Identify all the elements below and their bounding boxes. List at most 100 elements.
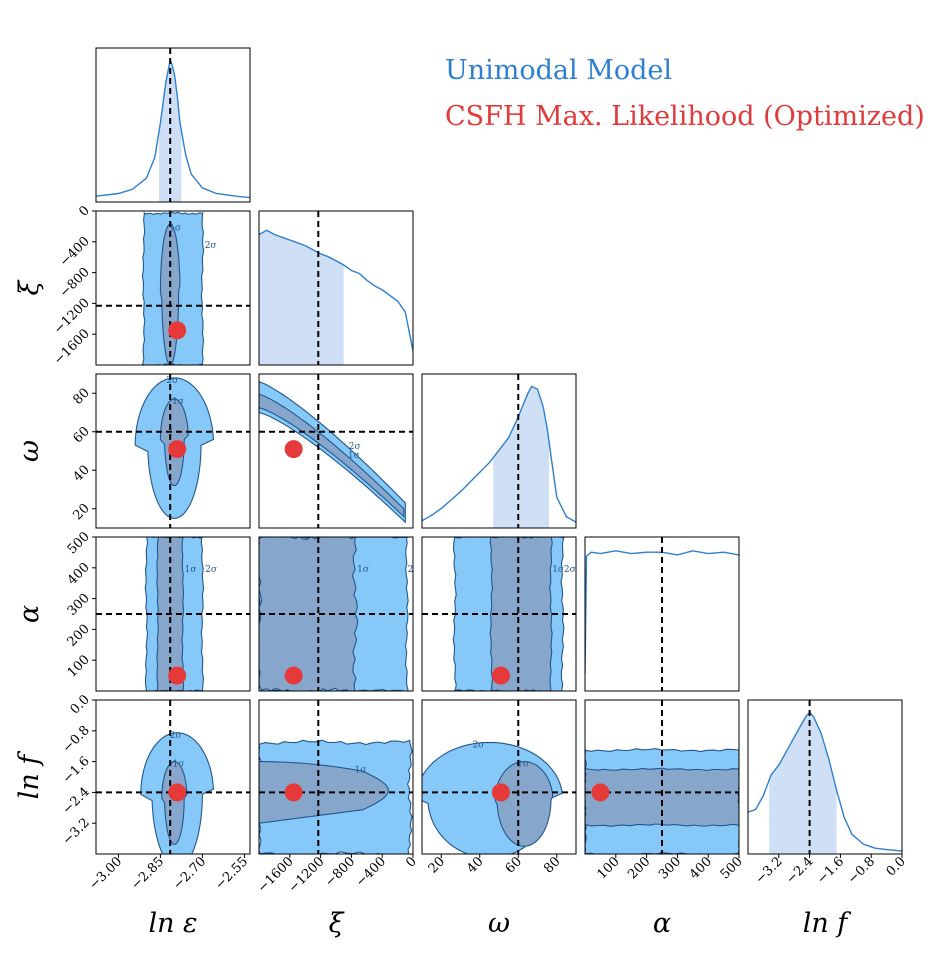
x-tick-label: −0.8 xyxy=(845,854,878,887)
legend: Unimodal Model CSFH Max. Likelihood (Opt… xyxy=(445,55,925,132)
panel-ln_f-vs-ln_eps: 1σ 2σ −3.00 −2.85 −2.70 −2.55 ln ε −3.2−2.4−1.6… xyxy=(14,692,251,939)
max-likelihood-point xyxy=(284,440,303,459)
contour-label-1sigma: 1σ xyxy=(185,565,197,575)
x-tick-label: 0.0 xyxy=(884,854,909,879)
marginal-curve xyxy=(748,711,902,852)
panel-content xyxy=(748,700,902,854)
contour-label-2sigma: 2σ xyxy=(205,241,217,251)
panel-frame xyxy=(258,373,414,529)
x-tick-label: 60 xyxy=(503,854,525,876)
y-tick-label: −3.2 xyxy=(60,815,93,848)
panel-frame xyxy=(95,699,251,855)
x-tick-label: −2.4 xyxy=(783,854,816,887)
max-likelihood-point xyxy=(284,666,303,685)
panel-frame xyxy=(747,699,903,855)
panel-ln_f-vs-omega: 1σ 2σ 20 40 60 80 ω xyxy=(421,699,577,939)
marginal-panel-alpha xyxy=(584,536,740,692)
marginal-panel-ln_eps xyxy=(95,47,251,203)
contour-label-1sigma: 1σ xyxy=(517,759,529,769)
y-tick-label: 0 xyxy=(76,203,92,219)
marginal-panel-ln_f: −3.2−2.4−1.6−0.8 0.0 ln f xyxy=(747,699,909,939)
x-axis-label-alpha: α xyxy=(653,908,671,939)
max-likelihood-point xyxy=(491,666,510,685)
contour-label-1sigma: 1σ xyxy=(173,759,185,769)
panel-frame xyxy=(584,699,740,855)
panel-alpha-vs-omega: 1σ 2σ xyxy=(421,536,577,692)
y-tick-label: 20 xyxy=(71,501,93,523)
x-tick-label: −1.6 xyxy=(814,854,847,887)
legend-entry-csfh: CSFH Max. Likelihood (Optimized) xyxy=(445,101,925,132)
y-tick-label: 40 xyxy=(71,462,93,484)
contour-label-2sigma: 2σ xyxy=(170,731,182,741)
marginal-curve xyxy=(585,550,739,675)
y-tick-label: −1.6 xyxy=(60,754,93,787)
panel-frame xyxy=(258,699,414,855)
contour-1sigma xyxy=(161,761,188,845)
y-axis-label-alpha: α xyxy=(14,605,45,623)
contour-label-1sigma: 1σ xyxy=(552,565,564,575)
contour-label-1sigma: 1σ xyxy=(355,765,367,775)
y-axis-label-omega: ω xyxy=(14,440,45,462)
y-tick-label: 200 xyxy=(65,622,93,650)
x-tick-label: −2.85 xyxy=(128,854,167,893)
contour-label-2sigma: 2σ xyxy=(408,565,420,575)
panel-frame xyxy=(584,536,740,692)
contour-label-2sigma: 2σ xyxy=(166,376,178,386)
contour-label-2sigma: 2σ xyxy=(564,565,576,575)
panel-content xyxy=(585,537,739,691)
x-tick-label: −3.00 xyxy=(86,854,125,893)
credible-interval-fill xyxy=(493,386,549,528)
x-tick-label: −3.2 xyxy=(753,854,786,887)
max-likelihood-point xyxy=(168,783,187,802)
contour-label-1sigma: 1σ xyxy=(741,777,753,787)
x-tick-label: 40 xyxy=(464,854,486,876)
x-tick-label: 400 xyxy=(687,854,715,882)
marginal-panel-omega xyxy=(421,373,577,529)
panel-frame xyxy=(258,536,414,692)
max-likelihood-point xyxy=(168,666,187,685)
contour-label-2sigma: 2σ xyxy=(349,442,361,452)
y-tick-label: 100 xyxy=(65,652,93,680)
x-tick-label: 80 xyxy=(541,854,563,876)
y-tick-label: −800 xyxy=(57,265,93,301)
panel-alpha-vs-xi: 1σ 2σ xyxy=(258,536,420,692)
legend-entry-unimodal: Unimodal Model xyxy=(445,55,672,86)
contour-label-2sigma: 2σ xyxy=(472,740,484,750)
y-tick-label: −0.8 xyxy=(60,723,93,756)
max-likelihood-point xyxy=(168,321,187,340)
marginal-curve xyxy=(259,229,413,352)
panel-content: 1σ 2σ xyxy=(96,700,250,854)
panel-content: 1σ 2σ xyxy=(259,537,420,691)
x-axis-label-ln_f: ln f xyxy=(803,908,852,939)
x-tick-label: 300 xyxy=(656,854,684,882)
contour-label-2sigma: 2σ xyxy=(205,565,217,575)
y-tick-label: 300 xyxy=(65,591,93,619)
y-tick-label: 80 xyxy=(71,385,93,407)
max-likelihood-point xyxy=(491,783,510,802)
x-axis-label-ln_eps: ln ε xyxy=(148,908,197,939)
panel-content xyxy=(96,48,250,202)
x-tick-label: −2.55 xyxy=(212,854,251,893)
y-axis-label-ln_f: ln f xyxy=(14,751,45,800)
contour-label-1sigma: 1σ xyxy=(348,451,360,461)
y-tick-label: −400 xyxy=(57,234,93,270)
contour-label-1sigma: 1σ xyxy=(357,565,369,575)
x-tick-label: 200 xyxy=(625,854,653,882)
panel-frame xyxy=(421,699,577,855)
contour-1sigma xyxy=(259,537,359,691)
max-likelihood-point xyxy=(168,440,187,459)
x-axis-label-omega: ω xyxy=(488,908,510,939)
panel-frame xyxy=(95,373,251,529)
credible-interval-fill xyxy=(259,230,344,365)
panel-frame xyxy=(95,47,251,203)
x-tick-label: 100 xyxy=(594,854,622,882)
